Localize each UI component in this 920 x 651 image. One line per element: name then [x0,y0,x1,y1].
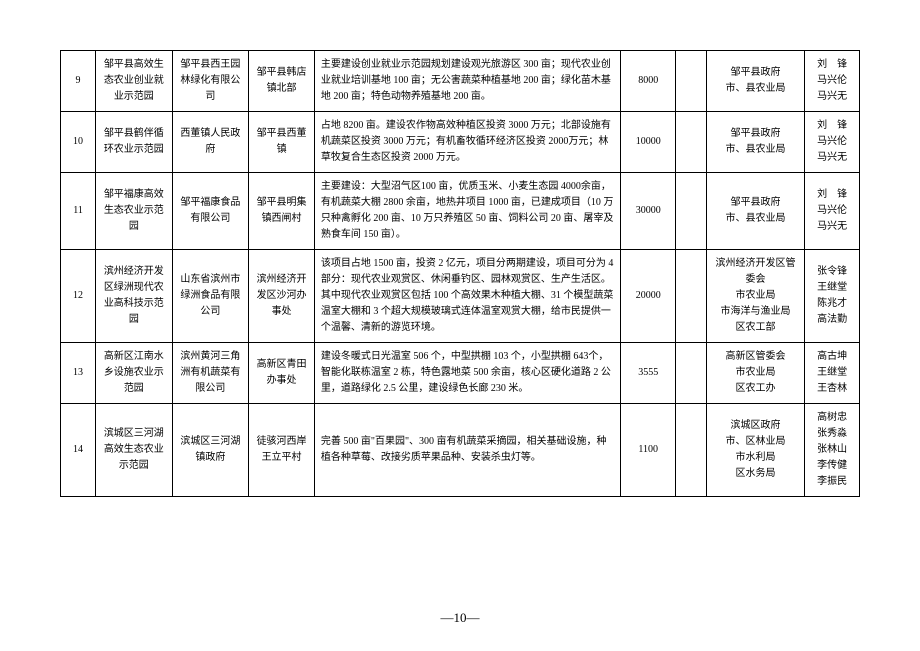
cell-org: 山东省滨州市绿洲食品有限公司 [172,250,249,343]
cell-blank [676,250,707,343]
cell-people: 刘 锋马兴伦马兴无 [805,173,860,250]
cell-num: 30000 [621,173,676,250]
cell-loc: 邹平县西董镇 [249,112,315,173]
cell-org: 邹平福康食品有限公司 [172,173,249,250]
cell-blank [676,173,707,250]
cell-dept: 高新区管委会市农业局区农工办 [706,343,805,404]
cell-desc: 主要建设创业就业示范园规划建设观光旅游区 300 亩；现代农业创业就业培训基地 … [314,51,620,112]
cell-name: 滨城区三河湖高效生态农业示范园 [96,404,173,497]
cell-people: 刘 锋马兴伦马兴无 [805,112,860,173]
cell-desc: 完善 500 亩"百果园"、300 亩有机蔬菜采摘园，相关基础设施，种植各种草莓… [314,404,620,497]
table-row: 13高新区江南水乡设施农业示范园滨州黄河三角洲有机蔬菜有限公司高新区青田办事处建… [61,343,860,404]
cell-people: 高古坤王继堂王杏林 [805,343,860,404]
cell-blank [676,112,707,173]
table-row: 12滨州经济开发区绿洲现代农业高科技示范园山东省滨州市绿洲食品有限公司滨州经济开… [61,250,860,343]
cell-people: 高树忠张秀淼张林山李传健李振民 [805,404,860,497]
cell-name: 邹平福康高效生态农业示范园 [96,173,173,250]
cell-desc: 主要建设：大型沼气区100 亩，优质玉米、小麦生态园 4000余亩，有机蔬菜大棚… [314,173,620,250]
cell-loc: 徒骇河西岸王立平村 [249,404,315,497]
cell-name: 邹平县鹤伴循环农业示范园 [96,112,173,173]
cell-name: 邹平县高效生态农业创业就业示范园 [96,51,173,112]
cell-idx: 9 [61,51,96,112]
cell-dept: 滨州经济开发区管委会市农业局市海洋与渔业局区农工部 [706,250,805,343]
table-row: 9邹平县高效生态农业创业就业示范园邹平县西王园林绿化有限公司邹平县韩店镇北部主要… [61,51,860,112]
cell-people: 刘 锋马兴伦马兴无 [805,51,860,112]
cell-num: 3555 [621,343,676,404]
cell-num: 8000 [621,51,676,112]
cell-idx: 11 [61,173,96,250]
cell-loc: 邹平县明集镇西闸村 [249,173,315,250]
cell-org: 西董镇人民政府 [172,112,249,173]
cell-people: 张令锋王继堂陈兆才高法勤 [805,250,860,343]
table-row: 14滨城区三河湖高效生态农业示范园滨城区三河湖镇政府徒骇河西岸王立平村完善 50… [61,404,860,497]
cell-dept: 邹平县政府市、县农业局 [706,51,805,112]
data-table: 9邹平县高效生态农业创业就业示范园邹平县西王园林绿化有限公司邹平县韩店镇北部主要… [60,50,860,497]
cell-idx: 13 [61,343,96,404]
cell-num: 10000 [621,112,676,173]
cell-blank [676,404,707,497]
cell-loc: 高新区青田办事处 [249,343,315,404]
cell-org: 邹平县西王园林绿化有限公司 [172,51,249,112]
cell-org: 滨城区三河湖镇政府 [172,404,249,497]
cell-name: 滨州经济开发区绿洲现代农业高科技示范园 [96,250,173,343]
cell-blank [676,51,707,112]
cell-org: 滨州黄河三角洲有机蔬菜有限公司 [172,343,249,404]
table-row: 10邹平县鹤伴循环农业示范园西董镇人民政府邹平县西董镇占地 8200 亩。建设农… [61,112,860,173]
cell-desc: 该项目占地 1500 亩，投资 2 亿元，项目分两期建设，项目可分为 4 部分：… [314,250,620,343]
cell-blank [676,343,707,404]
cell-dept: 邹平县政府市、县农业局 [706,112,805,173]
cell-desc: 建设冬暖式日光温室 506 个，中型拱棚 103 个，小型拱棚 643个，智能化… [314,343,620,404]
cell-idx: 10 [61,112,96,173]
table-row: 11邹平福康高效生态农业示范园邹平福康食品有限公司邹平县明集镇西闸村主要建设：大… [61,173,860,250]
cell-idx: 14 [61,404,96,497]
cell-loc: 滨州经济开发区沙河办事处 [249,250,315,343]
cell-num: 1100 [621,404,676,497]
cell-dept: 邹平县政府市、县农业局 [706,173,805,250]
cell-name: 高新区江南水乡设施农业示范园 [96,343,173,404]
cell-dept: 滨城区政府市、区林业局市水利局区水务局 [706,404,805,497]
cell-idx: 12 [61,250,96,343]
cell-loc: 邹平县韩店镇北部 [249,51,315,112]
page-number: —10— [0,610,920,626]
cell-desc: 占地 8200 亩。建设农作物高效种植区投资 3000 万元；北部设施有机蔬菜区… [314,112,620,173]
cell-num: 20000 [621,250,676,343]
